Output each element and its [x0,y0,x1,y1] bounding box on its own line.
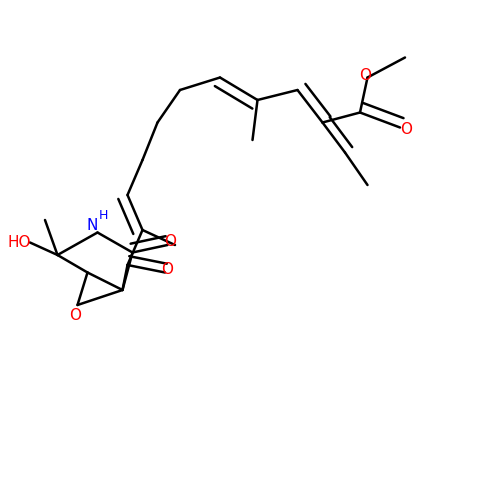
Text: O: O [164,234,176,248]
Text: HO: HO [7,235,31,250]
Text: O: O [162,262,173,278]
Text: O: O [359,68,371,82]
Text: H: H [99,210,108,222]
Text: N: N [87,218,98,232]
Text: O: O [400,122,412,138]
Text: O: O [69,308,81,324]
